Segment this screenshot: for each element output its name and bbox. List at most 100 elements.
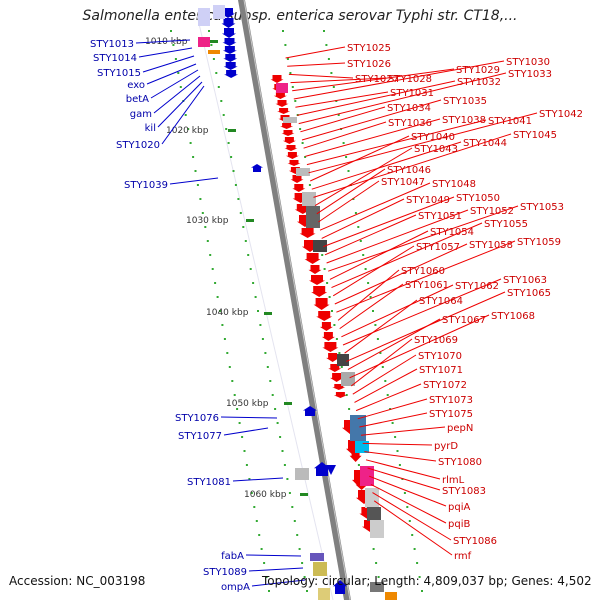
gene-leader-line	[153, 75, 201, 114]
gene-label: STY1038	[442, 115, 486, 126]
gene-leader-line	[357, 398, 428, 420]
kbp-tick-label: 1010 kbp	[145, 37, 188, 47]
track-dot	[337, 114, 340, 116]
track-dot	[308, 184, 311, 186]
gene-label: pqiB	[448, 519, 470, 530]
track-dot	[253, 506, 256, 508]
gene-leader-line	[334, 243, 468, 305]
gene-leader-line	[290, 77, 387, 84]
gene-label: pyrD	[434, 441, 458, 452]
track-dot	[227, 142, 230, 144]
gene-leader-line	[309, 135, 410, 182]
gene-label: exo	[127, 80, 145, 91]
track-dot	[413, 548, 416, 550]
kbp-tick-mark	[246, 219, 254, 222]
track-dot	[179, 86, 182, 88]
gene-label: rlmL	[442, 475, 465, 486]
gene-label: STY1051	[418, 211, 462, 222]
gene-label: STY1031	[390, 88, 434, 99]
minus-strand-gene-arrow	[222, 28, 236, 38]
kbp-tick-label: 1030 kbp	[186, 216, 229, 226]
gene-leader-line	[365, 459, 441, 480]
gene-leader-line	[347, 318, 441, 371]
track-dot	[289, 72, 292, 74]
track-dot	[408, 520, 411, 522]
gene-leader-line	[364, 451, 437, 462]
track-dot	[255, 520, 258, 522]
feature-block	[296, 168, 310, 176]
track-dot	[398, 464, 401, 466]
gene-leader-line	[223, 427, 269, 436]
track-dot	[391, 422, 394, 424]
track-dot	[184, 114, 187, 116]
feature-block	[306, 206, 320, 228]
gene-leader-line	[161, 85, 205, 145]
track-dot	[230, 156, 233, 158]
gene-label: STY1069	[414, 335, 458, 346]
genome-backbone	[238, 0, 351, 600]
gene-label: STY1028	[388, 74, 432, 85]
gene-leader-line	[337, 269, 400, 321]
track-dot	[345, 156, 348, 158]
kbp-tick-mark	[228, 129, 236, 132]
track-dot	[265, 576, 268, 578]
track-dot	[323, 268, 326, 270]
gene-leader-line	[298, 72, 507, 125]
plus-strand-gene-arrow	[282, 137, 296, 144]
gene-label: STY1039	[124, 180, 168, 191]
gene-leader-line	[370, 483, 447, 524]
gene-leader-line	[326, 209, 469, 264]
track-dot	[416, 562, 419, 564]
track-dot	[406, 506, 409, 508]
track-dot	[362, 254, 365, 256]
track-dot	[217, 86, 220, 88]
track-dot	[241, 436, 244, 438]
track-dot	[301, 142, 304, 144]
gene-leader-line	[135, 39, 191, 44]
gene-label: STY1071	[419, 365, 463, 376]
gene-leader-line	[331, 222, 483, 289]
gene-leader-line	[321, 198, 405, 239]
track-dot	[226, 352, 229, 354]
track-dot	[260, 548, 263, 550]
gene-label: pepN	[447, 423, 473, 434]
track-dot	[263, 562, 266, 564]
track-dot	[372, 310, 374, 312]
gene-label: STY1043	[414, 144, 458, 155]
track-dot	[379, 352, 382, 354]
gene-leader-line	[349, 314, 490, 379]
track-dot	[286, 478, 289, 480]
plus-strand-gene-arrow	[281, 130, 295, 136]
track-dot	[258, 534, 261, 536]
track-dot	[199, 198, 202, 200]
plus-strand-gene-arrow	[285, 152, 299, 159]
track-dot	[298, 548, 301, 550]
gene-leader-line	[367, 467, 441, 491]
gene-label: gam	[130, 109, 152, 120]
plus-strand-gene-arrow	[309, 275, 325, 285]
track-dot	[299, 128, 302, 130]
track-dot	[247, 254, 250, 256]
track-dot	[189, 142, 192, 144]
gene-label: STY1014	[93, 53, 137, 64]
gene-label: STY1059	[517, 237, 561, 248]
gene-label: STY1015	[97, 68, 141, 79]
gene-leader-line	[232, 477, 284, 482]
feature-block	[295, 468, 309, 480]
plus-strand-gene-arrow	[270, 75, 284, 83]
gene-leader-line	[372, 492, 452, 541]
track-dot	[236, 408, 239, 410]
track-dot	[364, 268, 367, 270]
track-dot	[288, 492, 291, 494]
gene-leader-line	[324, 214, 417, 256]
track-dot	[225, 128, 228, 130]
track-dot	[187, 128, 190, 130]
gene-leader-line	[318, 180, 380, 223]
gene-label: STY1083	[442, 486, 486, 497]
track-dot	[242, 226, 245, 228]
gene-label: STY1042	[539, 109, 583, 120]
track-dot	[243, 450, 246, 452]
gene-leader-line	[308, 112, 538, 174]
track-dot	[345, 394, 348, 396]
plus-strand-gene-arrow	[321, 332, 335, 341]
